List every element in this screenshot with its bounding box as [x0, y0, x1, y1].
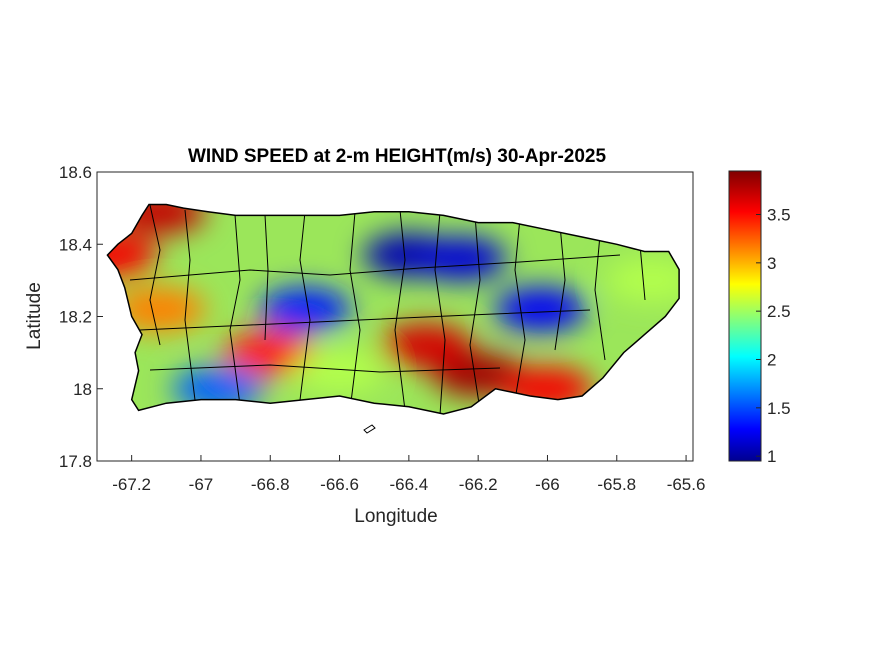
vieques-islet [363, 424, 376, 434]
x-tick-label: -66.2 [459, 475, 498, 494]
wind-hotspot [107, 233, 157, 278]
wind-hotspot [380, 323, 473, 368]
wind-hotspot [258, 287, 351, 332]
wind-hotspot [432, 352, 525, 397]
colorbar-tick-label: 2.5 [767, 302, 791, 321]
colorbar-tick-label: 1.5 [767, 399, 791, 418]
y-tick-label: 17.8 [59, 452, 92, 471]
wind-hotspot [113, 287, 206, 332]
wind-hotspot [494, 287, 587, 332]
wind-hotspot [224, 330, 317, 375]
x-tick-label: -66.8 [251, 475, 290, 494]
y-tick-label: 18.2 [59, 308, 92, 327]
x-axis-ticks: -67.2 -67 -66.8 -66.6 -66.4 -66.2 -66 -65.8 -65.… [112, 455, 705, 494]
x-tick-label: -66 [535, 475, 560, 494]
y-axis-ticks: 17.8 18 18.2 18.4 18.6 [59, 163, 103, 471]
x-tick-label: -66.6 [320, 475, 359, 494]
map-title: WIND SPEED at 2-m HEIGHT(m/s) 30-Apr-202… [188, 146, 607, 167]
x-tick-label: -67.2 [112, 475, 151, 494]
wind-hotspot [414, 236, 507, 281]
y-tick-label: 18.4 [59, 235, 92, 254]
wind-hotspot [293, 348, 386, 393]
x-tick-label: -66.4 [389, 475, 428, 494]
wind-field [107, 204, 680, 414]
x-tick-label: -65.6 [667, 475, 706, 494]
colorbar-tick-label: 3.5 [767, 206, 791, 225]
x-tick-label: -67 [189, 475, 214, 494]
island-outline [106, 203, 680, 415]
colorbar [728, 170, 762, 462]
colorbar-ticks: 1 1.5 2 2.5 3 3.5 [756, 206, 791, 466]
colorbar-tick-label: 2 [767, 351, 776, 370]
x-tick-label: -65.8 [597, 475, 636, 494]
colorbar-tick-label: 1 [767, 447, 776, 466]
y-tick-label: 18 [73, 380, 92, 399]
y-axis-label: Latitude [24, 282, 45, 350]
x-axis-label: Longitude [354, 506, 437, 527]
wind-hotspot [605, 258, 680, 303]
colorbar-tick-label: 3 [767, 254, 776, 273]
y-tick-label: 18.6 [59, 163, 92, 182]
municipal-boundaries [129, 204, 646, 414]
